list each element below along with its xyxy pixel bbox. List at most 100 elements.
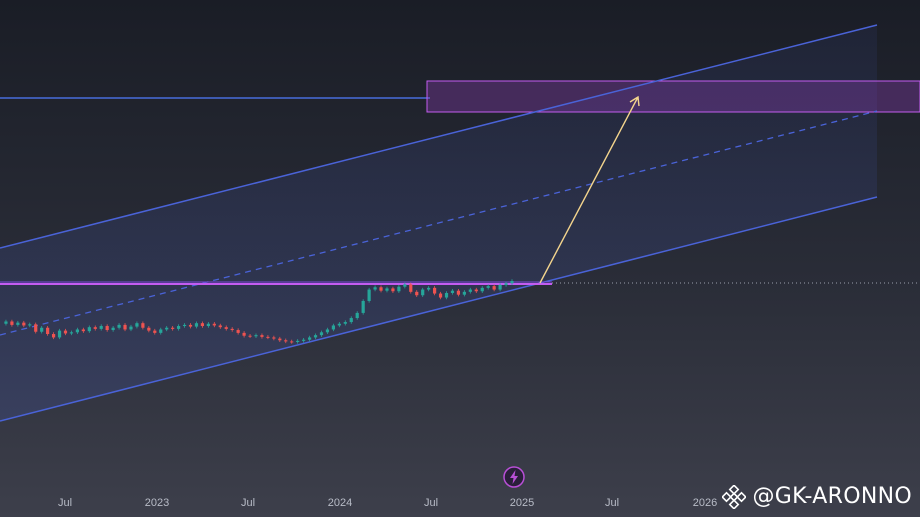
candle-body (135, 323, 139, 327)
candle-body (111, 327, 115, 331)
candle-body (379, 287, 383, 291)
candle-body (468, 289, 472, 292)
candle-body (331, 325, 335, 330)
candle-body (403, 284, 407, 287)
candle-body (456, 290, 461, 295)
candle-body (272, 337, 276, 339)
x-tick-label: 2026 (693, 497, 717, 509)
x-tick-label: 2024 (328, 497, 352, 509)
target-zone[interactable] (426, 80, 920, 113)
candle-body (218, 325, 222, 328)
candle-body (444, 292, 449, 298)
candle-body (206, 323, 210, 327)
candle-body (355, 312, 359, 319)
candle-body (296, 340, 300, 342)
candle-body (16, 322, 20, 325)
candle-body (69, 332, 74, 334)
candle-body (99, 326, 103, 329)
lightning-bolt-icon[interactable] (503, 466, 525, 488)
watermark-text: @GK-ARONNO (752, 484, 912, 509)
candle-body (480, 287, 484, 292)
candle-body (153, 330, 157, 333)
candle-body (260, 335, 264, 337)
candle-body (93, 327, 97, 329)
x-tick-label: Jul (58, 497, 72, 509)
candle-body (171, 327, 175, 329)
candle-body (474, 289, 478, 292)
candle-body (254, 335, 258, 337)
candle-body (307, 337, 312, 340)
candle-body (75, 329, 79, 333)
candle-body (266, 336, 270, 338)
x-tick-label: Jul (424, 497, 438, 509)
candle-body (212, 323, 216, 326)
x-tick-label: 2025 (510, 497, 534, 509)
candle-body (373, 287, 377, 290)
candle-body (177, 326, 181, 329)
candle-body (427, 287, 431, 290)
candle-body (194, 323, 199, 327)
candle-body (313, 335, 318, 338)
projection-arrow-head (629, 95, 640, 107)
candle-body (284, 340, 288, 342)
candle-body (224, 327, 228, 329)
candle-body (40, 327, 44, 332)
candle-body (123, 324, 127, 330)
candle-body (242, 332, 246, 336)
candle-body (117, 324, 121, 328)
x-tick-label: Jul (605, 497, 619, 509)
candle-body (4, 321, 8, 324)
binance-logo (722, 484, 747, 509)
candle-body (438, 293, 443, 298)
candle-body (337, 323, 341, 326)
candle-body (51, 334, 56, 338)
candle-body (510, 281, 514, 284)
candle-body (63, 330, 68, 334)
price-candles (4, 279, 514, 344)
channel-upper-line[interactable] (0, 24, 878, 249)
candle-body (415, 291, 419, 296)
candle-body (391, 288, 395, 292)
candle-body (182, 324, 187, 327)
candle-body (57, 330, 62, 338)
candle-body (349, 318, 353, 323)
candle-body (450, 290, 455, 293)
candle-body (319, 332, 324, 336)
candle-body (200, 323, 205, 327)
x-tick-label: Jul (241, 497, 255, 509)
candle-body (486, 286, 490, 288)
candle-body (159, 329, 163, 333)
candle-body (397, 286, 401, 292)
candle-body (343, 322, 347, 324)
candle-body (188, 324, 193, 327)
candle-body (385, 288, 389, 291)
channel-middle-line[interactable] (0, 110, 878, 336)
candle-body (248, 335, 252, 337)
candle-body (46, 327, 50, 335)
candle-body (230, 328, 234, 331)
candle-body (409, 284, 413, 292)
candle-body (147, 327, 151, 331)
candle-body (22, 322, 26, 326)
candle-body (278, 338, 282, 341)
channel-lower-line[interactable] (0, 196, 878, 422)
projection-arrow[interactable] (539, 96, 639, 284)
watermark: @GK-ARONNO (722, 484, 912, 509)
candle-body (361, 300, 365, 313)
x-axis: Jul 2023 Jul 2024 Jul 2025 Jul 2026 (58, 497, 717, 509)
candle-body (81, 329, 85, 332)
x-tick-label: 2023 (145, 497, 169, 509)
candle-body (367, 289, 371, 301)
candle-body (87, 327, 91, 332)
candle-body (421, 289, 425, 296)
candle-body (462, 291, 466, 295)
candle-body (492, 286, 496, 290)
candle-body (325, 329, 330, 333)
candle-body (129, 326, 133, 330)
candle-body (105, 326, 109, 331)
candle-body (28, 324, 32, 326)
candle-body (290, 341, 294, 343)
candle-body (34, 324, 38, 332)
candle-body (302, 339, 306, 341)
